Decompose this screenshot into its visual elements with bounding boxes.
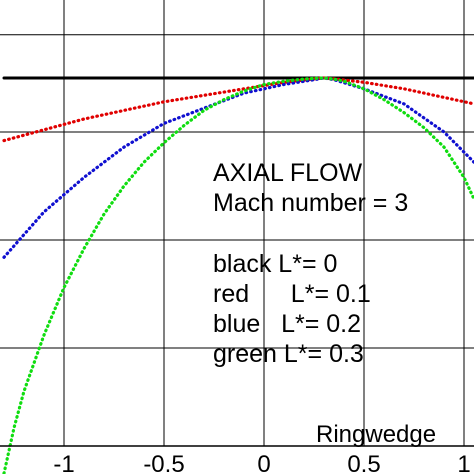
legend-black: black L*= 0 bbox=[213, 250, 337, 278]
x-tick-label: 0 bbox=[257, 451, 270, 474]
annotation-mach: Mach number = 3 bbox=[213, 189, 408, 217]
series-layer bbox=[2, 76, 474, 474]
x-tick-label: -0.5 bbox=[143, 451, 184, 474]
x-axis: Ringwedge bbox=[0, 421, 474, 448]
series-green-line bbox=[2, 76, 474, 474]
series-blue-line bbox=[2, 76, 474, 259]
x-tick-label: -1 bbox=[53, 451, 74, 474]
legend-green: green L*= 0.3 bbox=[213, 340, 364, 368]
x-tick-label: 1 bbox=[457, 451, 470, 474]
annotation-title: AXIAL FLOW bbox=[213, 159, 363, 187]
legend-red: red L*= 0.1 bbox=[213, 280, 371, 308]
x-tick-label: 0.5 bbox=[347, 451, 380, 474]
series-red-line bbox=[2, 76, 474, 143]
legend-blue: blue L*= 0.2 bbox=[213, 310, 361, 338]
x-tick-labels: -1 -0.5 0 0.5 1 bbox=[53, 451, 470, 474]
grid-lines bbox=[0, 0, 474, 446]
legend-annotation: AXIAL FLOW Mach number = 3 black L*= 0 r… bbox=[213, 159, 408, 368]
x-axis-label: Ringwedge bbox=[316, 421, 436, 448]
